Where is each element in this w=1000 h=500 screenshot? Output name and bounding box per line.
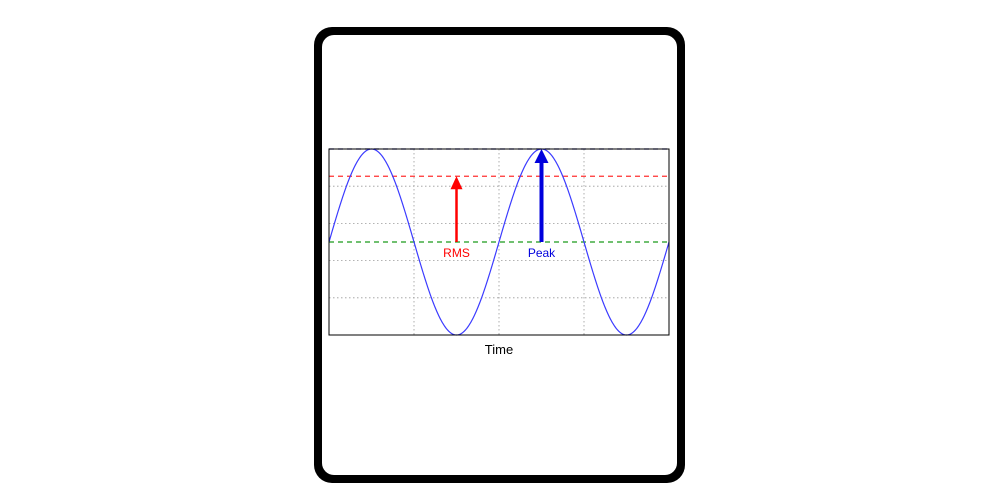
peak-arrow-head (534, 149, 549, 163)
x-axis-label: Time (485, 342, 513, 357)
plot-border (328, 148, 670, 336)
sine-wave-line (328, 148, 670, 336)
rms-arrow-head (450, 176, 463, 190)
rms-label: RMS (443, 246, 470, 260)
peak-label: Peak (528, 246, 556, 260)
annotations: RMS Peak (443, 149, 556, 260)
